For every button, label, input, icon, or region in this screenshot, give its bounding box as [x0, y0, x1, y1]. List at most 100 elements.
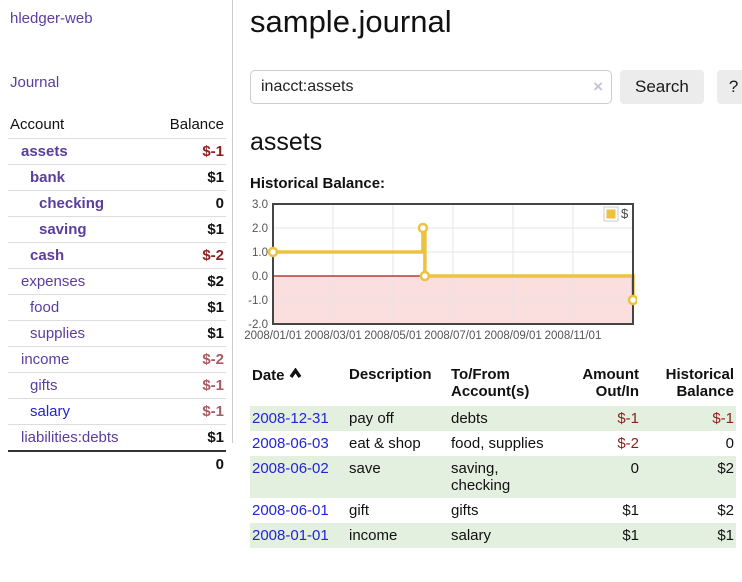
search-button[interactable]: Search — [620, 70, 704, 104]
cell-balance: 0 — [641, 431, 736, 456]
cell-balance: $1 — [641, 523, 736, 548]
cell-date: 2008-01-01 — [250, 523, 347, 548]
account-balance: $-2 — [151, 347, 226, 373]
cell-date: 2008-06-02 — [250, 456, 347, 498]
transactions-header-row: Date Description To/From Account(s) Amou… — [250, 362, 736, 406]
transaction-row[interactable]: 2008-06-01 giftgifts$1$2 — [250, 498, 736, 523]
account-row: salary $-1 — [8, 399, 226, 425]
cell-amount: $-2 — [561, 431, 641, 456]
svg-text:3.0: 3.0 — [252, 199, 268, 211]
cell-accounts: debts — [449, 406, 561, 431]
account-link[interactable]: saving — [39, 221, 87, 238]
cell-date: 2008-12-31 — [250, 406, 347, 431]
account-row: bank $1 — [8, 165, 226, 191]
cell-accounts: food, supplies — [449, 431, 561, 456]
account-balance: $-1 — [151, 139, 226, 165]
transaction-date-link[interactable]: 2008-06-03 — [252, 435, 329, 452]
account-row: cash $-2 — [8, 243, 226, 269]
cell-description: gift — [347, 498, 449, 523]
account-link[interactable]: assets — [21, 143, 68, 160]
account-row: liabilities:debts $1 — [8, 425, 226, 452]
cell-date: 2008-06-03 — [250, 431, 347, 456]
account-link[interactable]: salary — [30, 403, 70, 420]
transaction-date-link[interactable]: 2008-01-01 — [252, 527, 329, 544]
col-accounts: To/From Account(s) — [449, 362, 561, 406]
accounts-total-value: 0 — [151, 451, 226, 477]
svg-text:1.0: 1.0 — [252, 247, 268, 259]
cell-balance: $-1 — [641, 406, 736, 431]
svg-text:2008/09/01: 2008/09/01 — [484, 330, 542, 342]
cell-accounts: saving, checking — [449, 456, 561, 498]
sidebar: hledger-web Journal Account Balance asse… — [0, 0, 233, 443]
accounts-table-body: assets$-1bank$1checking0saving$1cash$-2e… — [8, 139, 226, 452]
col-date[interactable]: Date — [250, 362, 347, 406]
cell-description: save — [347, 456, 449, 498]
accounts-total-row: 0 — [8, 451, 226, 477]
account-balance: $1 — [151, 425, 226, 452]
account-link[interactable]: liabilities:debts — [21, 429, 119, 446]
accounts-col-balance: Balance — [151, 113, 226, 139]
account-row: saving $1 — [8, 217, 226, 243]
chart-canvas[interactable]: $3.02.01.00.0-1.0-2.02008/01/012008/03/0… — [243, 196, 637, 344]
account-link[interactable]: bank — [30, 169, 65, 186]
svg-text:2008/11/01: 2008/11/01 — [545, 330, 602, 342]
cell-description: pay off — [347, 406, 449, 431]
clear-search-icon[interactable]: × — [593, 77, 603, 97]
account-balance: $-1 — [151, 399, 226, 425]
account-link[interactable]: supplies — [30, 325, 85, 342]
account-link[interactable]: income — [21, 351, 69, 368]
account-balance: $1 — [151, 165, 226, 191]
account-row: expenses $2 — [8, 269, 226, 295]
account-row: gifts$-1 — [8, 373, 226, 399]
account-balance: $1 — [151, 217, 226, 243]
svg-text:$: $ — [621, 206, 629, 221]
accounts-table: Account Balance assets$-1bank$1checking0… — [8, 113, 226, 477]
help-button[interactable]: ? — [717, 70, 742, 104]
transaction-date-link[interactable]: 2008-12-31 — [252, 410, 329, 427]
search-input[interactable] — [250, 70, 612, 104]
account-link[interactable]: cash — [30, 247, 64, 264]
transaction-row[interactable]: 2008-06-02 savesaving, checking0$2 — [250, 456, 736, 498]
sidebar-item-journal[interactable]: Journal — [10, 74, 59, 91]
svg-text:0.0: 0.0 — [252, 271, 268, 283]
cell-accounts: salary — [449, 523, 561, 548]
transaction-row[interactable]: 2008-01-01incomesalary$1$1 — [250, 523, 736, 548]
transaction-date-link[interactable]: 2008-06-01 — [252, 502, 329, 519]
svg-text:2.0: 2.0 — [252, 223, 268, 235]
account-link[interactable]: food — [30, 299, 59, 316]
account-link[interactable]: checking — [39, 195, 104, 212]
cell-balance: $2 — [641, 456, 736, 498]
col-balance: Historical Balance — [641, 362, 736, 406]
account-row: checking 0 — [8, 191, 226, 217]
account-balance: $-2 — [151, 243, 226, 269]
cell-amount: $1 — [561, 523, 641, 548]
cell-accounts: gifts — [449, 498, 561, 523]
main-panel: sample.journal × Search ? assets Histori… — [250, 0, 742, 548]
sort-ascending-icon[interactable] — [289, 366, 302, 383]
account-row: assets $-1 — [8, 139, 226, 165]
svg-text:-1.0: -1.0 — [248, 295, 268, 307]
app-brand-link[interactable]: hledger-web — [10, 10, 93, 27]
account-balance: $1 — [151, 295, 226, 321]
cell-description: eat & shop — [347, 431, 449, 456]
account-balance: $2 — [151, 269, 226, 295]
search-form: × Search ? — [250, 70, 742, 104]
page-title: sample.journal — [250, 4, 742, 40]
account-balance: 0 — [151, 191, 226, 217]
col-amount: Amount Out/In — [561, 362, 641, 406]
cell-description: income — [347, 523, 449, 548]
col-description: Description — [347, 362, 449, 406]
account-row: food $1 — [8, 295, 226, 321]
transaction-row[interactable]: 2008-12-31pay offdebts$-1$-1 — [250, 406, 736, 431]
account-link[interactable]: gifts — [30, 377, 58, 394]
cell-amount: $-1 — [561, 406, 641, 431]
transaction-row[interactable]: 2008-06-03 eat & shopfood, supplies$-20 — [250, 431, 736, 456]
cell-amount: $1 — [561, 498, 641, 523]
transaction-date-link[interactable]: 2008-06-02 — [252, 460, 329, 477]
svg-text:2008/05/01: 2008/05/01 — [364, 330, 422, 342]
historical-balance-chart[interactable]: $3.02.01.00.0-1.0-2.02008/01/012008/03/0… — [243, 196, 742, 348]
account-heading: assets — [250, 128, 742, 157]
cell-balance: $2 — [641, 498, 736, 523]
account-link[interactable]: expenses — [21, 273, 85, 290]
cell-amount: 0 — [561, 456, 641, 498]
